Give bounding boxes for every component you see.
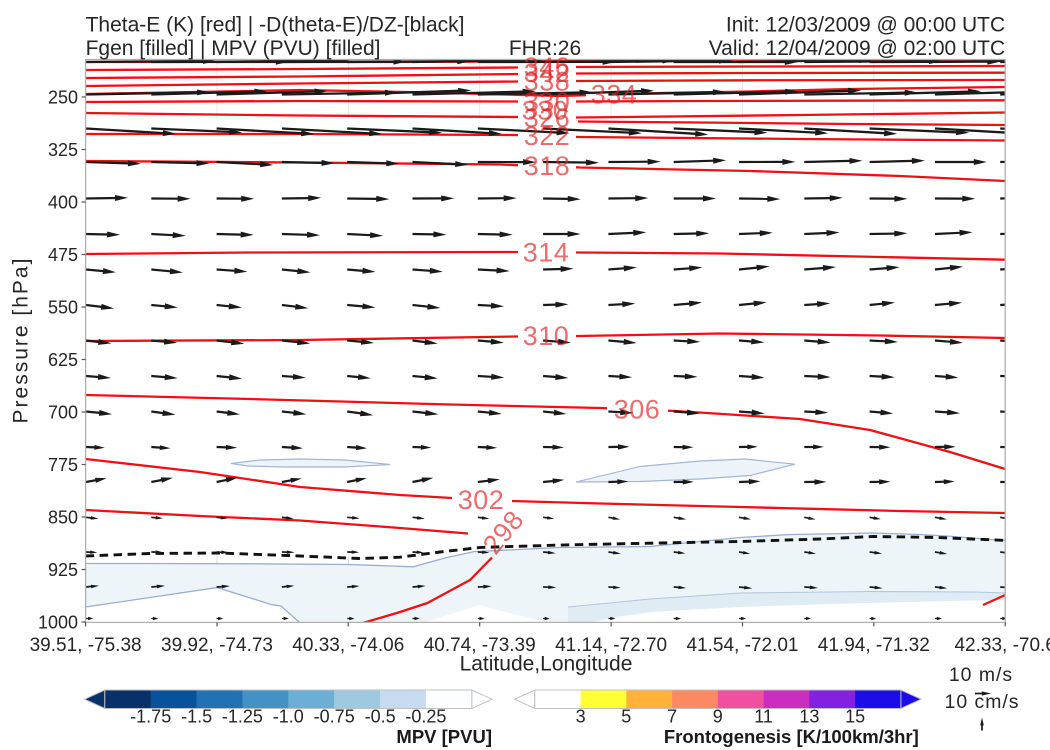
svg-text:10 m/s: 10 m/s <box>949 664 1013 686</box>
svg-text:326: 326 <box>524 103 571 133</box>
svg-text:3: 3 <box>576 707 586 727</box>
svg-text:-0.25: -0.25 <box>405 707 446 727</box>
svg-text:1000: 1000 <box>38 612 78 632</box>
svg-text:5: 5 <box>621 707 631 727</box>
svg-text:FHR:26: FHR:26 <box>509 37 581 60</box>
svg-text:346: 346 <box>524 52 571 82</box>
svg-text:400: 400 <box>48 192 78 212</box>
svg-text:13: 13 <box>799 707 819 727</box>
svg-text:-0.75: -0.75 <box>314 707 355 727</box>
svg-text:Valid: 12/04/2009 @ 02:00 UTC: Valid: 12/04/2009 @ 02:00 UTC <box>709 37 1005 60</box>
svg-text:338: 338 <box>524 67 571 97</box>
svg-text:Init: 12/03/2009 @ 00:00 UTC: Init: 12/03/2009 @ 00:00 UTC <box>726 14 1005 37</box>
svg-text:-1.5: -1.5 <box>181 707 212 727</box>
svg-text:310: 310 <box>523 321 570 351</box>
svg-text:41.94, -71.32: 41.94, -71.32 <box>818 635 930 656</box>
svg-text:330: 330 <box>522 96 569 126</box>
svg-text:250: 250 <box>48 87 78 107</box>
svg-text:Pressure [hPa]: Pressure [hPa] <box>10 257 33 424</box>
svg-text:40.74, -73.39: 40.74, -73.39 <box>424 635 536 656</box>
svg-text:334: 334 <box>591 80 638 110</box>
svg-text:Theta-E (K) [red] | -D(theta-E: Theta-E (K) [red] | -D(theta-E)/DZ-[blac… <box>86 14 465 37</box>
svg-text:39.92, -74.73: 39.92, -74.73 <box>161 635 273 656</box>
svg-text:330: 330 <box>524 87 571 117</box>
svg-text:-1.0: -1.0 <box>273 707 304 727</box>
svg-text:306: 306 <box>614 395 661 425</box>
svg-text:625: 625 <box>48 350 78 370</box>
svg-text:342: 342 <box>524 58 571 88</box>
svg-text:318: 318 <box>524 151 571 181</box>
svg-text:Frontogenesis [K/100km/3hr]: Frontogenesis [K/100km/3hr] <box>664 726 919 747</box>
svg-text:322: 322 <box>524 121 571 151</box>
svg-text:Latitude,Longitude: Latitude,Longitude <box>460 653 633 676</box>
svg-text:Fgen [filled] | MPV (PVU) [fil: Fgen [filled] | MPV (PVU) [filled] <box>86 37 381 60</box>
svg-text:700: 700 <box>48 402 78 422</box>
svg-text:-1.25: -1.25 <box>222 707 263 727</box>
svg-text:MPV [PVU]: MPV [PVU] <box>396 726 492 747</box>
svg-text:42.33, -70.6: 42.33, -70.6 <box>954 635 1050 656</box>
svg-text:41.14, -72.70: 41.14, -72.70 <box>555 635 667 656</box>
svg-text:39.51, -75.38: 39.51, -75.38 <box>30 635 142 656</box>
svg-text:40.33, -74.06: 40.33, -74.06 <box>292 635 404 656</box>
svg-text:-0.5: -0.5 <box>365 707 396 727</box>
svg-text:850: 850 <box>48 507 78 527</box>
svg-text:10 cm/s: 10 cm/s <box>945 691 1020 713</box>
svg-text:11: 11 <box>754 707 773 727</box>
svg-text:302: 302 <box>458 485 505 515</box>
svg-text:314: 314 <box>523 238 570 268</box>
svg-text:-1.75: -1.75 <box>130 707 171 727</box>
svg-text:7: 7 <box>667 707 677 727</box>
svg-text:550: 550 <box>48 297 78 317</box>
svg-text:925: 925 <box>48 560 78 580</box>
svg-text:325: 325 <box>48 140 78 160</box>
svg-text:775: 775 <box>48 455 78 475</box>
svg-text:475: 475 <box>48 245 78 265</box>
svg-text:15: 15 <box>845 707 865 727</box>
svg-text:9: 9 <box>713 707 723 727</box>
svg-text:41.54, -72.01: 41.54, -72.01 <box>687 635 799 656</box>
